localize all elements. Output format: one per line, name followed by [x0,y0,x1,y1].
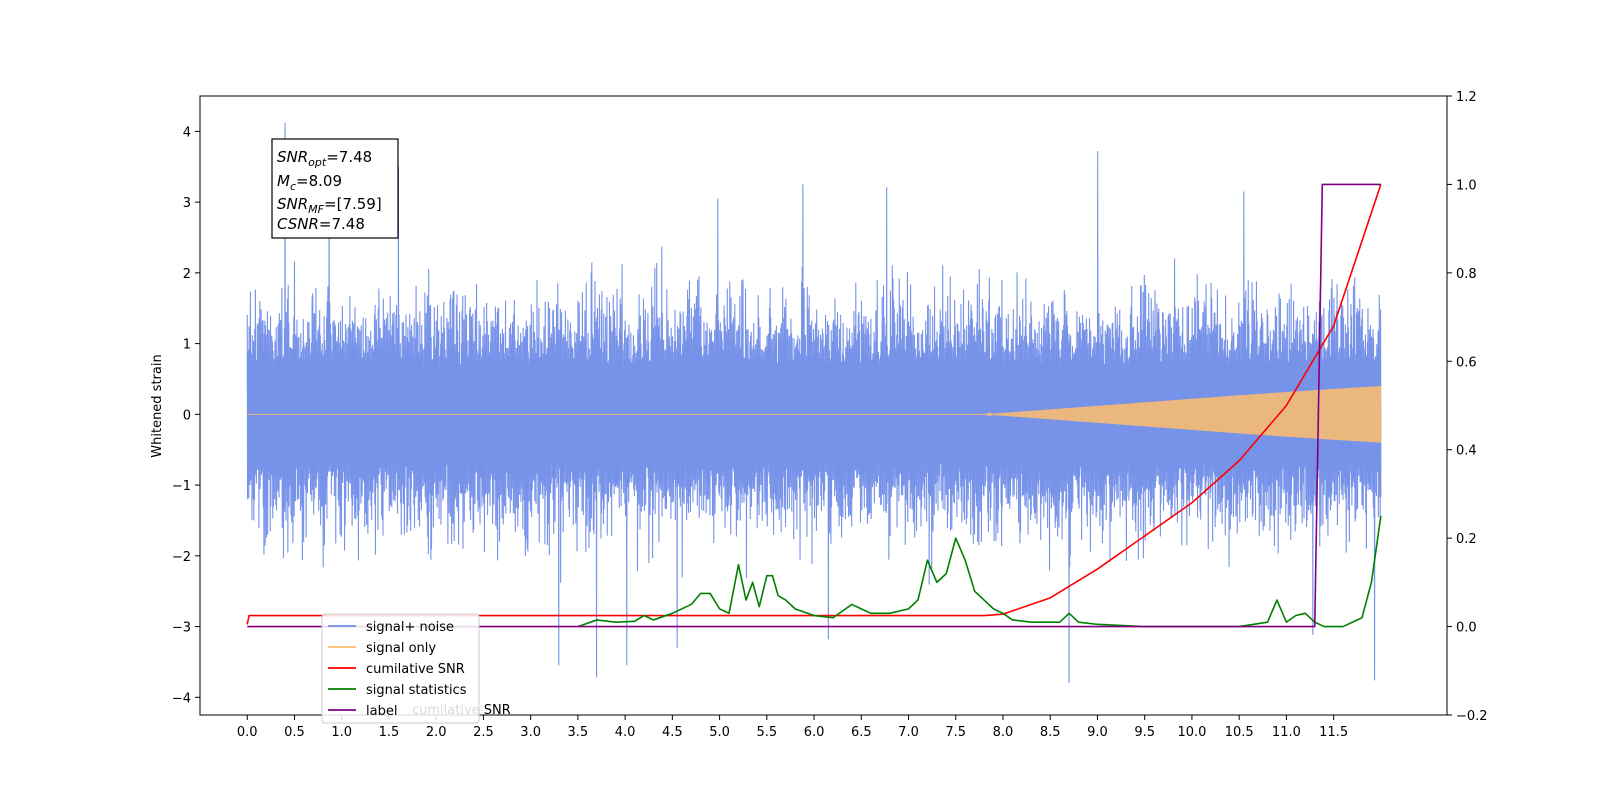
x-tick-label: 4.0 [615,725,636,740]
x-tick-label: 5.0 [709,725,730,740]
y-tick-label: −3 [172,621,191,636]
y-tick-label: 2 [183,267,191,282]
y-tick-label: −2 [172,550,191,565]
x-tick-label: 11.0 [1272,725,1301,740]
x-tick-label: 0.0 [237,725,258,740]
x-tick-label: 6.0 [804,725,825,740]
snr-opt-label: SNRopt=7.48 [277,148,372,169]
legend-label: cumilative SNR [366,662,465,677]
y-right-tick-label: 1.0 [1456,178,1477,193]
y-axis-label: Whitened strain [150,354,165,457]
x-tick-label: 8.5 [1040,725,1061,740]
y-right-tick-label: 1.2 [1456,90,1477,105]
y-axis-right: −0.2 0.0 0.2 0.4 0.6 0.8 1.0 1.2 [1447,90,1488,724]
y-axis-left: −4 −3 −2 −1 0 1 2 3 4 [172,125,200,706]
x-tick-label: 3.5 [568,725,589,740]
y-tick-label: 1 [183,338,191,353]
x-tick-label: 8.0 [993,725,1014,740]
x-tick-label: 5.5 [756,725,777,740]
x-tick-label: 2.5 [473,725,494,740]
x-tick-label: 9.0 [1087,725,1108,740]
series-label-line [247,183,1381,628]
series-signal-only [247,386,1382,443]
legend-label: signal only [366,641,436,656]
x-tick-label: 7.5 [945,725,966,740]
y-tick-label: −4 [172,691,191,706]
x-tick-label: 11.5 [1319,725,1348,740]
y-right-tick-label: −0.2 [1456,709,1488,724]
legend: signal+ noise signal only cumilative SNR si… [321,613,480,724]
plot-frame [199,95,1448,716]
signal-only-line [247,386,1382,443]
x-tick-label: 10.0 [1177,725,1206,740]
x-tick-label: 10.5 [1225,725,1254,740]
y-tick-label: 0 [183,408,191,423]
snr-mf-label: SNRMF=[7.59] [277,195,382,216]
x-tick-label: 2.0 [426,725,447,740]
x-tick-label: 6.5 [851,725,872,740]
y-right-tick-label: 0.6 [1456,355,1477,370]
csnr-label: CSNR=7.48 [277,215,365,233]
x-tick-label: 1.5 [379,725,400,740]
series-signal-noise [246,122,1382,684]
y-right-tick-label: 0.4 [1456,444,1477,459]
x-tick-label: 3.0 [520,725,541,740]
x-tick-label: 1.0 [331,725,352,740]
y-right-tick-label: 0.8 [1456,267,1477,282]
legend-label: signal+ noise [366,620,454,635]
legend-label: signal statistics [366,683,467,698]
x-tick-label: 0.5 [284,725,305,740]
legend-box [321,613,480,724]
series-cumilative-snr-line [246,184,1382,625]
y-tick-label: 4 [183,125,191,140]
x-tick-label: 7.0 [898,725,919,740]
y-right-tick-label: 0.2 [1456,532,1477,547]
annotation-box: SNRopt=7.48 Mc=8.09 SNRMF=[7.59] CSNR=7.… [271,138,399,239]
x-tick-label: 4.5 [662,725,683,740]
x-tick-label: 9.5 [1134,725,1155,740]
series-signal-statistics-line [577,515,1382,628]
y-tick-label: 3 [183,196,191,211]
y-tick-label: −1 [172,479,191,494]
right-axis-series [246,183,1382,628]
signal-noise-line [246,122,1382,684]
y-right-tick-label: 0.0 [1456,621,1477,636]
legend-label: label [366,704,397,719]
x-axis: 0.0 0.5 1.0 1.5 2.0 2.5 3.0 3.5 4.0 4.5 5.0 5.5 6.0 6… [237,715,1348,740]
mc-label: Mc=8.09 [277,172,342,193]
